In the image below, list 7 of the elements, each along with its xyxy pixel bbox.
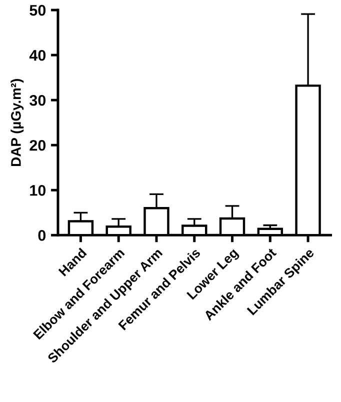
y-tick-label: 0: [38, 230, 46, 241]
y-tick-label: 20: [30, 140, 46, 151]
y-tick-label: 30: [30, 94, 46, 106]
y-tick-label: 40: [29, 50, 46, 61]
y-tick-label: 10: [30, 185, 46, 196]
y-tick-label: 50: [30, 4, 46, 16]
y-axis-title: DAP (µGy.m²): [10, 79, 24, 166]
